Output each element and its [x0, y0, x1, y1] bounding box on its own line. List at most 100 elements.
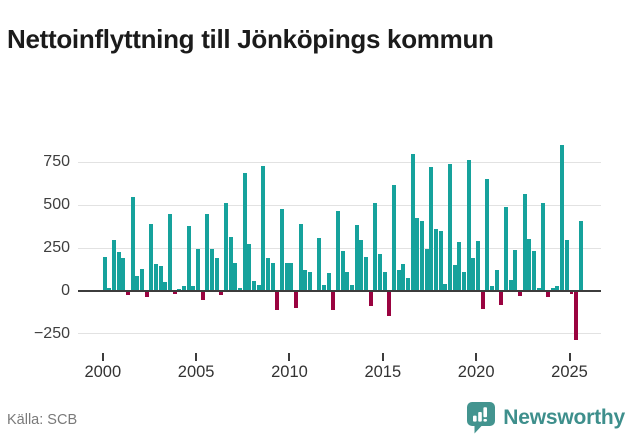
bar-2009-Q2: [275, 291, 280, 310]
bar-2008-Q2: [256, 284, 261, 291]
y-axis-label-0: 0: [61, 282, 70, 299]
y-axis-label-750: 750: [43, 153, 70, 171]
bar-2021-Q3: [504, 206, 508, 291]
bar-2009-Q1: [270, 262, 275, 291]
bar-2020-Q4: [490, 285, 494, 291]
bar-2003-Q4: [172, 291, 177, 295]
bar-2019-Q1: [457, 242, 462, 291]
bar-2024-Q3: [560, 145, 564, 291]
bar-2007-Q4: [247, 243, 252, 291]
bar-2022-Q4: [527, 238, 532, 291]
gridline-500: [78, 204, 601, 206]
bar-2023-Q4: [546, 291, 550, 297]
bar-2004-Q3: [186, 225, 191, 291]
gridline--250: [78, 333, 601, 335]
y-axis-label-500: 500: [43, 196, 70, 214]
bar-2014-Q4: [378, 254, 382, 291]
bar-2009-Q3: [280, 209, 284, 291]
bar-2020-Q2: [480, 291, 485, 310]
bar-2016-Q2: [406, 278, 410, 291]
bar-2018-Q3: [448, 164, 452, 291]
x-axis-label-2015: 2015: [364, 363, 402, 381]
bar-2001-Q4: [135, 275, 140, 291]
bar-2007-Q1: [233, 262, 238, 291]
x-tick-2000: [101, 353, 104, 361]
brand-name: Newsworthy: [503, 406, 625, 429]
bar-2000-Q2: [107, 287, 112, 291]
chart-title: Nettoinflyttning till Jönköpings kommun: [7, 24, 494, 55]
bar-2024-Q1: [550, 287, 555, 291]
bar-2016-Q1: [401, 264, 406, 291]
bar-2024-Q4: [564, 239, 569, 291]
bar-2015-Q2: [387, 291, 392, 316]
bar-2017-Q1: [420, 220, 424, 291]
x-axis-label-2000: 2000: [84, 363, 122, 381]
bar-2021-Q4: [508, 279, 513, 291]
brand-logo: Newsworthy: [467, 402, 625, 434]
bar-2001-Q2: [126, 291, 130, 296]
bar-2024-Q2: [555, 285, 560, 291]
x-tick-2020: [475, 353, 478, 361]
bar-2010-Q3: [298, 224, 303, 291]
bar-2004-Q4: [191, 285, 196, 291]
bar-2006-Q4: [228, 236, 233, 291]
bar-2018-Q1: [438, 230, 443, 291]
bar-2005-Q1: [196, 248, 200, 291]
bar-2002-Q1: [140, 268, 144, 291]
bar-2008-Q1: [252, 280, 256, 291]
bar-2019-Q2: [462, 272, 466, 291]
bar-2014-Q3: [373, 202, 378, 291]
bar-2018-Q2: [443, 284, 448, 291]
bar-2006-Q2: [219, 291, 224, 296]
bar-2009-Q4: [284, 262, 289, 291]
bar-2012-Q1: [326, 272, 331, 291]
x-tick-2005: [195, 353, 198, 361]
bar-2005-Q4: [210, 248, 214, 291]
bar-2001-Q1: [121, 258, 126, 291]
bar-2025-Q1: [569, 291, 574, 295]
newsworthy-logo-icon: [467, 402, 496, 434]
bar-2003-Q2: [163, 281, 168, 291]
bar-2023-Q1: [532, 250, 536, 291]
bar-2011-Q4: [322, 284, 326, 291]
bar-2019-Q4: [471, 258, 476, 291]
bar-2013-Q1: [345, 272, 350, 291]
bar-2012-Q2: [331, 291, 336, 310]
bar-2016-Q4: [415, 218, 420, 291]
bar-2002-Q3: [149, 224, 154, 291]
bar-2015-Q1: [382, 272, 387, 291]
bar-2005-Q3: [205, 213, 210, 291]
bar-2025-Q2: [574, 291, 578, 340]
bar-2010-Q1: [289, 262, 294, 291]
bar-2014-Q2: [368, 291, 373, 307]
bar-2008-Q4: [266, 257, 270, 291]
bar-2000-Q4: [116, 251, 121, 291]
bar-2023-Q2: [536, 287, 541, 291]
bar-2019-Q3: [466, 159, 471, 291]
bar-2005-Q2: [200, 291, 205, 300]
bar-2016-Q3: [410, 153, 415, 291]
bar-2022-Q2: [518, 291, 522, 297]
y-axis-label--250: −250: [33, 324, 70, 342]
bar-2023-Q3: [541, 203, 546, 291]
bar-2001-Q3: [130, 197, 135, 291]
bar-2013-Q2: [350, 284, 354, 291]
bar-2007-Q2: [238, 288, 242, 291]
bar-2000-Q3: [112, 239, 116, 291]
bar-2017-Q2: [424, 248, 429, 291]
bar-2017-Q4: [434, 229, 438, 291]
bar-2012-Q4: [340, 250, 345, 291]
y-axis-label-250: 250: [43, 239, 70, 257]
bar-2017-Q3: [429, 167, 434, 291]
bar-2020-Q3: [485, 178, 490, 291]
bar-2000-Q1: [102, 256, 107, 291]
bar-2013-Q4: [359, 239, 364, 291]
x-tick-2010: [288, 353, 291, 361]
x-axis-zero-line: [78, 290, 601, 292]
plot-area: 750 500 250 0 −250 2000 2005 2010 2015 2020 2025: [33, 145, 601, 381]
bar-2018-Q4: [452, 265, 457, 291]
bar-2021-Q2: [499, 291, 504, 305]
bar-2003-Q1: [158, 266, 163, 291]
source-label: Källa: SCB: [7, 412, 78, 428]
